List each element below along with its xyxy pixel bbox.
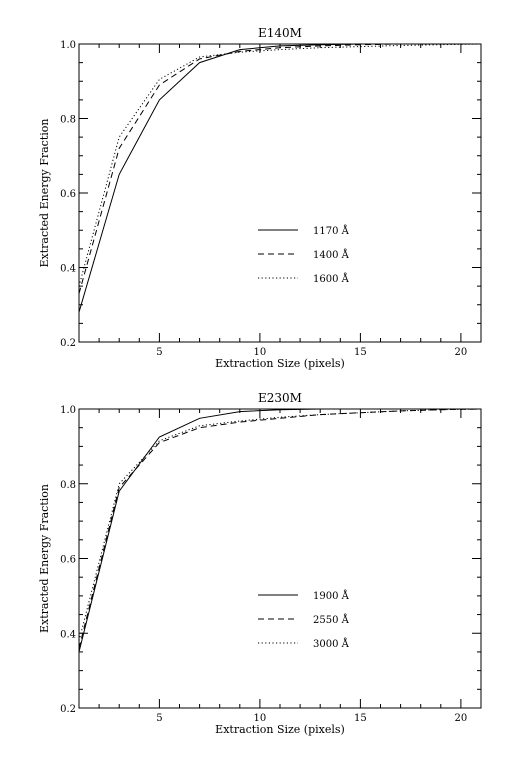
x-tick-label: 5 bbox=[156, 713, 162, 724]
legend-label: 1900 Å bbox=[313, 590, 350, 602]
x-axis-label: Extraction Size (pixels) bbox=[215, 723, 345, 736]
series-line-dotted bbox=[78, 43, 482, 287]
plot-frame bbox=[78, 43, 482, 343]
x-tick-label: 20 bbox=[455, 347, 468, 358]
legend-label: 2550 Å bbox=[313, 614, 350, 626]
y-tick-label: 0.4 bbox=[60, 264, 76, 275]
legend-label: 1170 Å bbox=[313, 225, 350, 237]
panel-e230m: E230M 5 10 15 20 0.2 0.4 0.6 0.8 1.0 Extraction Si… bbox=[38, 391, 482, 736]
y-tick-label: 0.6 bbox=[60, 555, 76, 566]
y-tick-label: 1.0 bbox=[60, 405, 76, 416]
x-tick-label: 15 bbox=[354, 713, 367, 724]
series-line-solid bbox=[78, 408, 481, 653]
series-line-dotted bbox=[78, 408, 482, 641]
x-tick-label: 10 bbox=[254, 347, 267, 358]
legend-label: 1600 Å bbox=[313, 273, 350, 285]
y-tick-label: 0.2 bbox=[60, 704, 76, 715]
chart-title: E140M bbox=[258, 26, 302, 40]
series-line-dashed bbox=[78, 408, 482, 649]
x-tick-label: 15 bbox=[354, 347, 367, 358]
panel-e140m: E140M 5 10 15 20 0.2 0.4 0.6 0.8 1.0 Extraction Si… bbox=[38, 26, 482, 370]
y-tick-label: 0.4 bbox=[60, 629, 76, 640]
y-tick-label: 0.6 bbox=[60, 189, 76, 200]
y-tick-label: 1.0 bbox=[60, 40, 76, 51]
chart-title: E230M bbox=[258, 391, 302, 405]
y-axis-label: Extracted Energy Fraction bbox=[38, 119, 51, 268]
legend-label: 3000 Å bbox=[313, 638, 350, 650]
y-tick-label: 0.8 bbox=[60, 480, 76, 491]
plot-frame bbox=[78, 408, 482, 709]
x-tick-label: 5 bbox=[156, 347, 162, 358]
y-tick-label: 0.2 bbox=[60, 338, 76, 349]
series-line-solid bbox=[78, 43, 481, 313]
x-tick-label: 20 bbox=[455, 713, 468, 724]
series-line-dashed bbox=[78, 43, 481, 294]
x-axis-label: Extraction Size (pixels) bbox=[215, 357, 345, 370]
x-tick-label: 10 bbox=[254, 713, 267, 724]
y-axis-label: Extracted Energy Fraction bbox=[38, 484, 51, 633]
y-tick-label: 0.8 bbox=[60, 115, 76, 126]
legend-label: 1400 Å bbox=[313, 249, 350, 261]
